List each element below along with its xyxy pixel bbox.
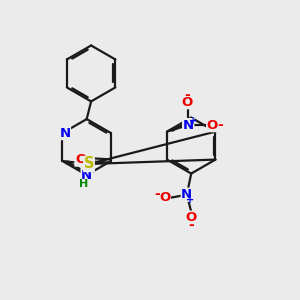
Text: -: -	[154, 187, 160, 201]
Text: O: O	[186, 211, 197, 224]
Text: O: O	[181, 96, 192, 109]
Text: N: N	[59, 127, 70, 140]
Text: O: O	[207, 118, 218, 132]
Text: -: -	[184, 88, 190, 102]
Text: N: N	[181, 188, 192, 201]
Text: S: S	[84, 157, 94, 172]
Text: +: +	[186, 195, 194, 205]
Text: N: N	[183, 118, 194, 132]
Text: -: -	[188, 218, 194, 232]
Text: O: O	[75, 153, 86, 166]
Text: O: O	[159, 191, 170, 204]
Text: -: -	[217, 118, 223, 132]
Text: N: N	[81, 169, 92, 182]
Text: +: +	[189, 116, 197, 126]
Text: H: H	[79, 179, 88, 190]
